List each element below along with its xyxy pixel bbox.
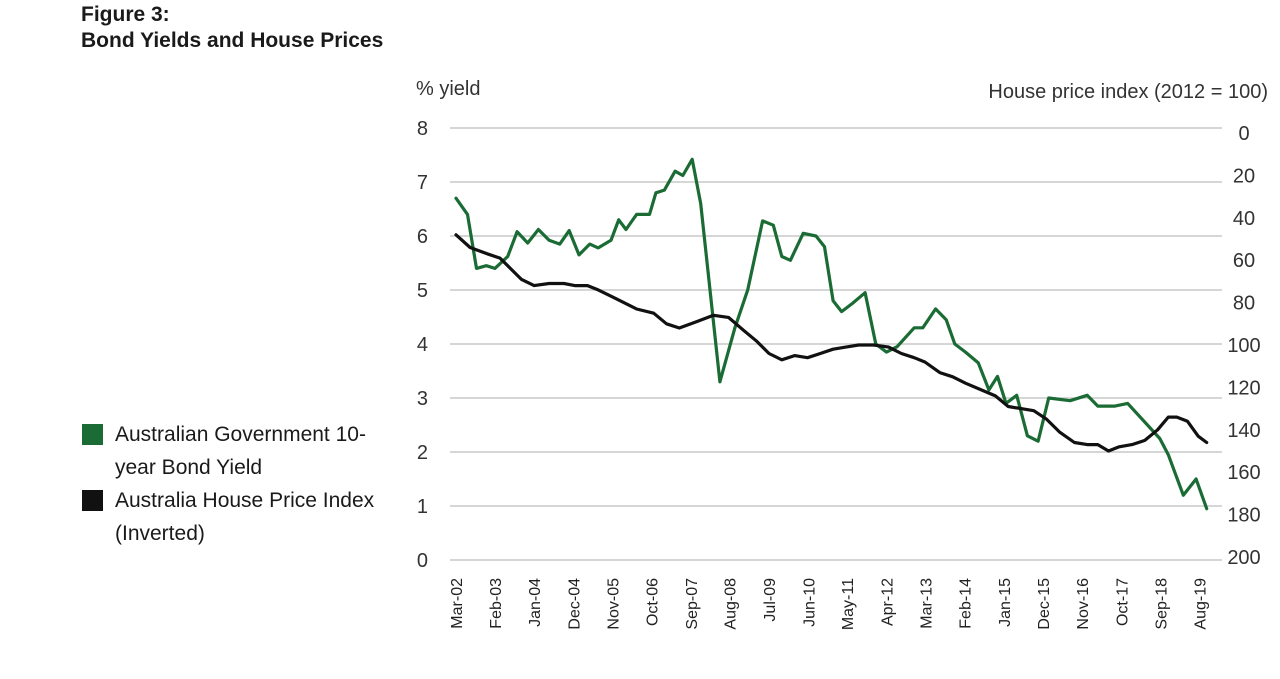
y-right-tick-label: 200 — [1227, 547, 1260, 569]
legend-swatch-house-price — [82, 490, 103, 511]
y-right-tick-label: 100 — [1227, 335, 1260, 357]
x-tick-label: May-11 — [840, 578, 857, 630]
y-right-tick-label: 40 — [1233, 208, 1255, 230]
y-left-tick-label: 6 — [417, 226, 428, 248]
x-tick-label: Jan-15 — [997, 578, 1014, 627]
y-right-tick-label: 0 — [1238, 123, 1249, 145]
gridlines — [450, 127, 1222, 561]
x-tick-label: Jul-09 — [762, 578, 779, 622]
figure-label: Figure 3: — [81, 3, 170, 26]
y-left-axis-label: % yield — [416, 78, 480, 100]
x-tick-labels: Mar-02 Feb-03 Jan-04 Dec-04 Nov-05 Oct-06 Sep-… — [449, 578, 1209, 630]
y-left-tick-label: 0 — [417, 550, 428, 572]
x-tick-label: Dec-04 — [566, 578, 583, 630]
y-right-tick-label: 120 — [1227, 377, 1260, 399]
x-tick-label: Oct-06 — [645, 578, 662, 626]
x-tick-label: Sep-07 — [684, 578, 701, 630]
y-left-tick-label: 7 — [417, 172, 428, 194]
y-left-tick-label: 1 — [417, 496, 428, 518]
x-tick-label: Mar-13 — [919, 578, 936, 629]
legend-item-bond-yield: Australian Government 10-year Bond Yield — [82, 418, 375, 484]
x-tick-label: Jan-04 — [527, 578, 544, 627]
y-left-tick-labels: 0 1 2 3 4 5 6 7 8 — [417, 118, 428, 572]
series-lines — [454, 157, 1209, 511]
chart-legend: Australian Government 10-year Bond Yield… — [82, 418, 375, 550]
x-tick-label: Jun-10 — [801, 578, 818, 627]
y-left-tick-label: 5 — [417, 280, 428, 302]
legend-swatch-bond-yield — [82, 424, 103, 445]
y-right-tick-label: 160 — [1227, 462, 1260, 484]
y-right-tick-label: 80 — [1233, 293, 1255, 315]
x-tick-label: Mar-02 — [449, 578, 466, 629]
y-left-tick-label: 3 — [417, 388, 428, 410]
x-tick-label: Dec-15 — [1036, 578, 1053, 630]
x-tick-label: Nov-05 — [605, 578, 622, 630]
legend-label-bond-yield: Australian Government 10-year Bond Yield — [115, 423, 366, 479]
house-price-line — [454, 233, 1209, 453]
bond-yield-line — [454, 157, 1209, 511]
y-left-tick-label: 8 — [417, 118, 428, 140]
x-tick-label: Aug-08 — [723, 578, 740, 630]
y-left-tick-label: 4 — [417, 334, 428, 356]
x-tick-label: Sep-18 — [1154, 578, 1171, 630]
x-tick-label: Aug-19 — [1192, 578, 1209, 630]
y-right-tick-label: 20 — [1233, 165, 1255, 187]
legend-item-house-price: Australia House Price Index (Inverted) — [82, 484, 375, 550]
y-right-tick-label: 140 — [1227, 420, 1260, 442]
y-right-tick-label: 180 — [1227, 505, 1260, 527]
x-tick-label: Apr-12 — [879, 578, 896, 626]
y-left-tick-label: 2 — [417, 442, 428, 464]
x-tick-label: Nov-16 — [1075, 578, 1092, 630]
y-right-tick-label: 60 — [1233, 250, 1255, 272]
x-tick-label: Oct-17 — [1114, 578, 1131, 626]
x-tick-label: Feb-14 — [958, 578, 975, 629]
legend-label-house-price: Australia House Price Index (Inverted) — [115, 489, 375, 545]
y-right-tick-labels: 0 20 40 60 80 100 120 140 160 180 200 — [1227, 123, 1260, 569]
x-tick-label: Feb-03 — [488, 578, 505, 629]
figure-title: Bond Yields and House Prices — [81, 29, 384, 52]
y-right-axis-label: House price index (2012 = 100) — [988, 81, 1268, 103]
